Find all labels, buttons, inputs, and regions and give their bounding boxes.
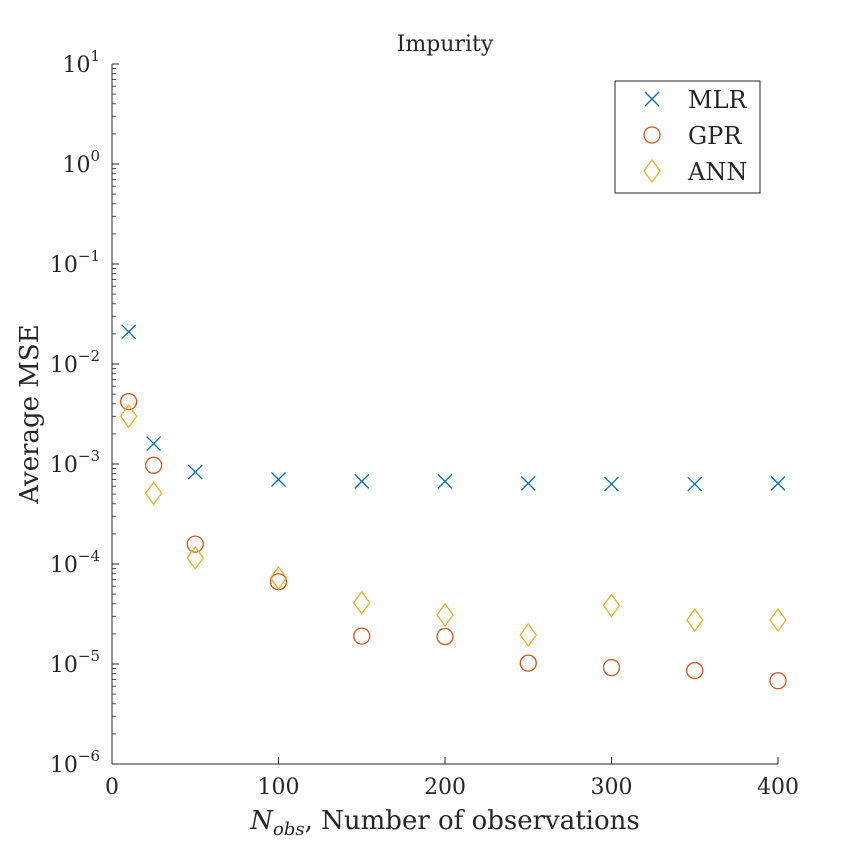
- legend-marker-mlr: [644, 91, 660, 107]
- ann-point: [144, 481, 163, 506]
- legend: MLR GPR ANN: [614, 80, 761, 194]
- ann-point: [602, 593, 621, 618]
- mlr-point: [687, 476, 703, 492]
- x-tick-label: 300: [591, 775, 633, 800]
- y-tick-label: 10−3: [50, 447, 100, 478]
- ann-point: [186, 545, 205, 571]
- y-tick-label: 101: [62, 47, 100, 78]
- legend-box: [614, 80, 761, 194]
- gpr-point: [602, 658, 621, 677]
- chart-title: Impurity: [397, 32, 494, 57]
- gpr-point: [119, 393, 138, 411]
- gpr-point: [436, 627, 454, 646]
- legend-label-ann: ANN: [687, 158, 747, 186]
- y-tick-label: 10−1: [50, 247, 100, 278]
- data-markers: [119, 324, 787, 690]
- ann-point: [352, 590, 371, 615]
- ann-point: [269, 565, 288, 591]
- gpr-point: [686, 661, 704, 680]
- legend-label-gpr: GPR: [688, 122, 742, 150]
- mlr-point: [121, 324, 137, 340]
- ann-point: [519, 622, 538, 648]
- mlr-point: [271, 472, 286, 487]
- x-tick-label: 0: [105, 775, 119, 800]
- mlr-point: [187, 464, 203, 480]
- mlr-point: [770, 475, 786, 491]
- gpr-point: [144, 456, 163, 474]
- mlr-point: [354, 473, 370, 489]
- mlr-point: [604, 476, 619, 492]
- x-axis-label: Nobs, Number of observations: [249, 806, 639, 840]
- mlr-point: [520, 475, 536, 491]
- y-tick-label: 10−4: [50, 547, 100, 578]
- legend-marker-ann: [643, 158, 661, 184]
- gpr-point: [769, 672, 787, 690]
- x-tick-label: 200: [424, 775, 466, 800]
- axes: [111, 63, 779, 765]
- gpr-point: [519, 654, 537, 672]
- tick-labels: 0 100 200 300 400 10−6 10−5 10−4 10−3 10−2 10−1 100…: [50, 47, 799, 800]
- mlr-point: [146, 436, 162, 452]
- x-tick-label: 100: [258, 775, 300, 800]
- gpr-point: [186, 535, 204, 553]
- ann-point: [685, 607, 704, 633]
- y-tick-label: 10−6: [50, 747, 100, 778]
- ann-point: [436, 602, 454, 627]
- y-tick-label: 100: [62, 147, 100, 178]
- ann-point: [769, 607, 787, 633]
- y-tick-label: 10−5: [50, 647, 100, 678]
- y-axis-label: Average MSE: [15, 324, 45, 504]
- ann-point: [119, 404, 138, 429]
- gpr-point: [353, 627, 371, 645]
- x-tick-label: 400: [757, 775, 799, 800]
- legend-label-mlr: MLR: [688, 86, 748, 114]
- y-tick-label: 10−2: [50, 347, 100, 378]
- mlr-point: [437, 473, 453, 489]
- legend-marker-gpr: [643, 126, 661, 144]
